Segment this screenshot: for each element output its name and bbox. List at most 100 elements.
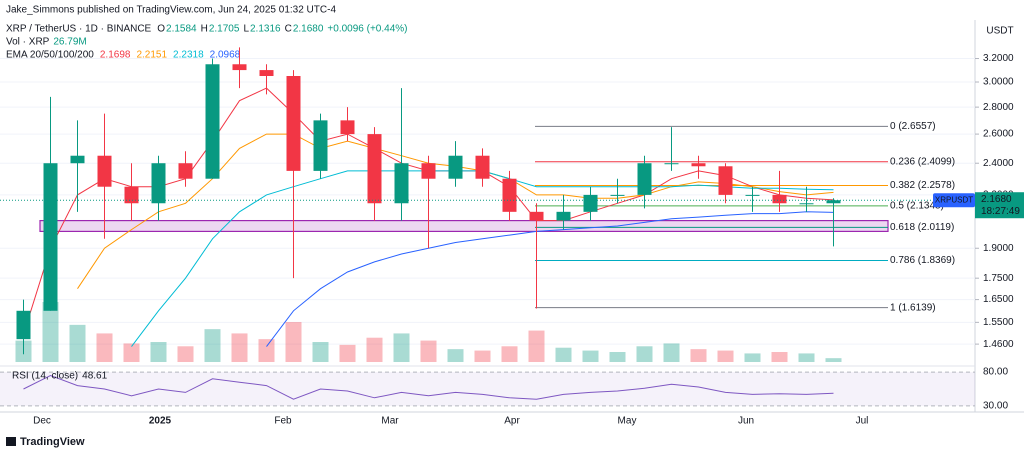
fib-label: 0.618 (2.0119): [890, 222, 954, 233]
y-tick-label: 1.5500: [983, 317, 1014, 328]
candle-body: [313, 120, 328, 171]
candle-body: [232, 64, 247, 71]
volume-bar: [312, 342, 329, 362]
fib-label: 0 (2.6557): [890, 121, 936, 132]
candle-body: [448, 155, 463, 179]
logo-mark: [6, 437, 16, 446]
y-tick-label: 1.9000: [983, 243, 1014, 254]
ohlc-label: H: [201, 24, 208, 35]
candle-body: [394, 163, 409, 204]
volume-bar: [690, 349, 707, 362]
symbol: XRP / TetherUS · 1D · BINANCE: [6, 24, 152, 35]
candle-body: [421, 163, 436, 179]
ema-line: [266, 211, 834, 347]
price-tag-bg: [975, 192, 1024, 219]
candle-body: [124, 186, 139, 204]
x-tick-label: Jul: [856, 416, 869, 427]
y-tick-label: 2.4000: [983, 158, 1014, 169]
volume-bar: [420, 340, 437, 362]
ohlc-label: L: [243, 24, 249, 35]
brand: TradingView: [20, 436, 85, 448]
countdown: 18:27:49: [981, 206, 1020, 217]
ohlc-value: 2.1680: [293, 24, 324, 35]
candle-body: [97, 155, 112, 187]
volume-bar: [96, 333, 113, 362]
candle-body: [529, 211, 544, 221]
volume-bar: [204, 329, 221, 362]
volume-bar: [258, 339, 275, 362]
candle-body: [70, 155, 85, 164]
candle-body: [43, 163, 58, 311]
candle-body: [502, 178, 517, 212]
volume-bar: [744, 353, 761, 362]
volume-bar: [474, 350, 491, 362]
ohlc-label: O: [157, 24, 165, 35]
zone: [39, 219, 889, 233]
ema-value: 2.0968: [210, 50, 241, 61]
fib-label: 0.5 (2.1348): [890, 200, 944, 211]
rsi-label: RSI (14, close): [12, 371, 78, 382]
candle-body: [583, 194, 598, 212]
volume-bar: [771, 352, 788, 362]
y-tick-label: 1.7500: [983, 273, 1014, 284]
volume-bar: [555, 347, 572, 362]
x-tick-label: Feb: [274, 416, 292, 427]
candle-body: [556, 211, 571, 221]
volume-bar: [69, 324, 86, 362]
ohlc-value: 2.1705: [209, 24, 240, 35]
x-tick-label: May: [618, 416, 637, 427]
volume-bar: [285, 322, 302, 362]
candle-body: [691, 163, 706, 167]
x-tick-label: Dec: [33, 416, 51, 427]
publisher: Jake_Simmons published on TradingView.co…: [6, 5, 336, 16]
y-tick-label: 3.0000: [983, 77, 1014, 88]
volume-value: 26.79M: [53, 37, 86, 48]
candle-body: [205, 64, 220, 179]
ema-value: 2.2318: [173, 50, 204, 61]
ticker-tag: XRPUSDT: [935, 195, 973, 204]
y-tick-label: 1.4600: [983, 339, 1014, 350]
candle-body: [151, 163, 166, 204]
candle-body: [286, 76, 301, 171]
rsi-value: 48.61: [82, 371, 107, 382]
x-tick-label: Apr: [504, 416, 520, 427]
ema-value: 2.2151: [136, 50, 167, 61]
x-tick-label: Jun: [738, 416, 754, 427]
volume-bar: [609, 352, 626, 362]
volume-bar: [663, 343, 680, 362]
volume-bar: [177, 346, 194, 362]
rsi-tick-label: 80.00: [983, 367, 1008, 378]
volume-bar: [123, 343, 140, 362]
fib-label: 1 (1.6139): [890, 302, 936, 313]
candle-body: [259, 70, 274, 77]
candle-body: [475, 155, 490, 179]
candle-body: [367, 134, 382, 204]
candle-body: [610, 194, 625, 196]
volume-bar: [447, 349, 464, 362]
fib-label: 0.786 (1.8369): [890, 255, 955, 266]
fib-label: 0.236 (2.4099): [890, 156, 955, 167]
change: +0.0096 (+0.44%): [327, 24, 407, 35]
y-tick-label: 2.6000: [983, 129, 1014, 140]
volume-bar: [582, 350, 599, 362]
volume-bar: [231, 333, 248, 362]
rsi-line: [23, 374, 834, 400]
candle-body: [664, 163, 679, 165]
candle-body: [745, 194, 760, 196]
currency: USDT: [986, 26, 1013, 37]
rsi-band: [0, 372, 975, 406]
candle-body: [637, 163, 652, 195]
volume-bar: [636, 346, 653, 362]
volume-bar: [717, 350, 734, 362]
candle-body: [178, 163, 193, 179]
volume-bar: [825, 358, 842, 362]
y-tick-label: 2.8000: [983, 102, 1014, 113]
logo: TradingView: [6, 436, 85, 448]
volume-bar: [339, 344, 356, 362]
candle-body: [772, 194, 787, 204]
ticker-tag-bg: [933, 193, 975, 208]
ohlc-label: C: [285, 24, 292, 35]
volume-label: Vol · XRP: [6, 37, 50, 48]
rsi-tick-label: 30.00: [983, 401, 1008, 412]
